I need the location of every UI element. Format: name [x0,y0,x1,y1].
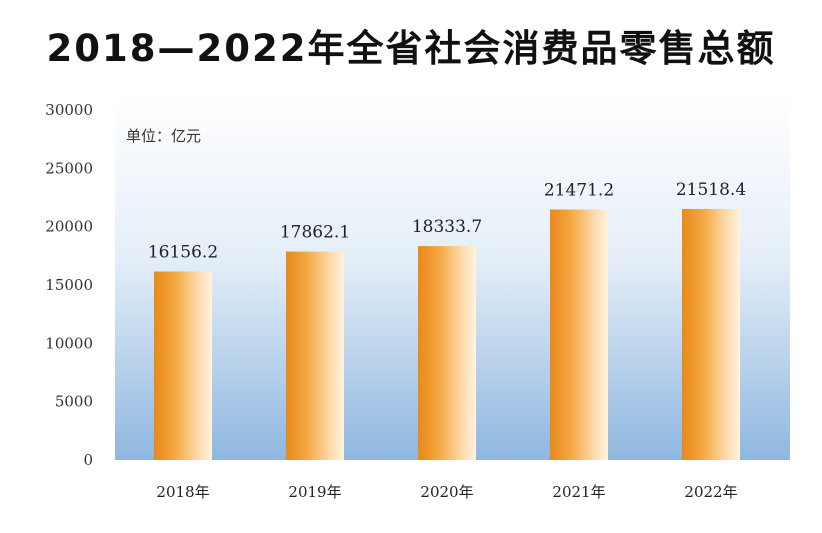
bar [418,246,476,460]
unit-label: 单位：亿元 [126,127,201,145]
bar-value-label: 18333.7 [412,217,482,237]
bar [286,251,344,460]
bar-value-label: 21518.4 [676,180,746,200]
bar [550,209,608,460]
x-category-label: 2020年 [420,483,473,501]
bars [154,208,740,460]
bar [154,271,212,460]
bar-value-label: 17862.1 [280,223,350,243]
data-labels: 16156.2 17862.1 18333.7 21471.2 21518.4 [148,180,746,263]
y-tick-label: 25000 [45,159,93,177]
y-tick-label: 15000 [45,276,93,294]
x-category-label: 2022年 [684,483,737,501]
y-tick-label: 10000 [45,334,93,352]
y-tick-label: 20000 [45,218,93,236]
x-axis: 2018年 2019年 2020年 2021年 2022年 [156,483,737,501]
bar-value-label: 21471.2 [544,181,614,201]
bar-value-label: 16156.2 [148,243,218,263]
y-tick-label: 30000 [45,101,93,119]
x-category-label: 2019年 [288,483,341,501]
x-category-label: 2021年 [552,483,605,501]
y-axis: 0 5000 10000 15000 20000 25000 30000 [45,101,93,469]
x-category-label: 2018年 [156,483,209,501]
chart-title: 2018—2022年全省社会消费品零售总额 [46,27,776,70]
y-tick-label: 5000 [55,393,93,411]
y-tick-label: 0 [83,451,93,469]
bar [682,208,740,460]
